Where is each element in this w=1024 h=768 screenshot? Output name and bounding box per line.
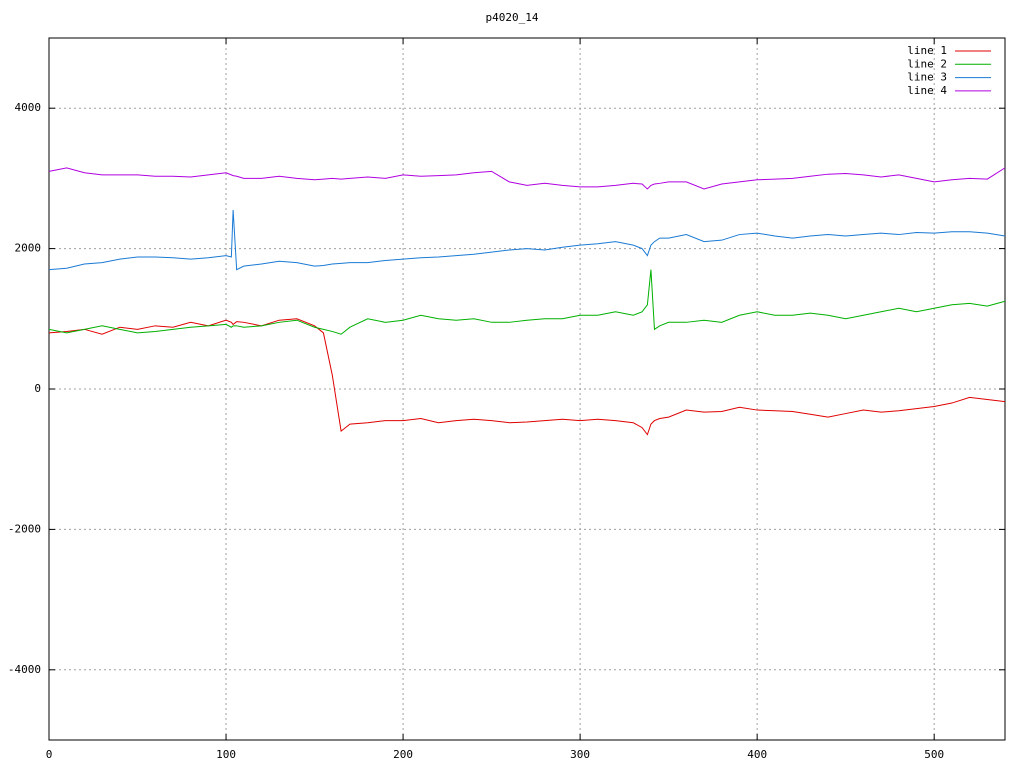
y-tick-label: 4000 — [15, 101, 42, 114]
y-tick-label: 2000 — [15, 242, 42, 255]
data-line — [48, 318, 1006, 436]
y-tick-label: 0 — [34, 382, 41, 395]
legend-label: line 3 — [907, 71, 947, 84]
legend-label: line 2 — [907, 57, 947, 70]
x-tick-label: 0 — [46, 748, 53, 761]
data-line — [48, 269, 1006, 335]
x-tick-label: 300 — [570, 748, 590, 761]
y-tick-label: -4000 — [8, 663, 41, 676]
data-line — [48, 167, 1006, 190]
x-tick-label: 100 — [216, 748, 236, 761]
plot-border — [48, 37, 1006, 741]
y-tick-label: -2000 — [8, 522, 41, 535]
chart-title: p4020_14 — [486, 11, 539, 24]
legend-label: line 4 — [907, 84, 947, 97]
legend-label: line 1 — [907, 44, 947, 57]
data-line — [48, 209, 1006, 271]
x-tick-label: 400 — [747, 748, 767, 761]
x-tick-label: 500 — [924, 748, 944, 761]
x-tick-label: 200 — [393, 748, 413, 761]
